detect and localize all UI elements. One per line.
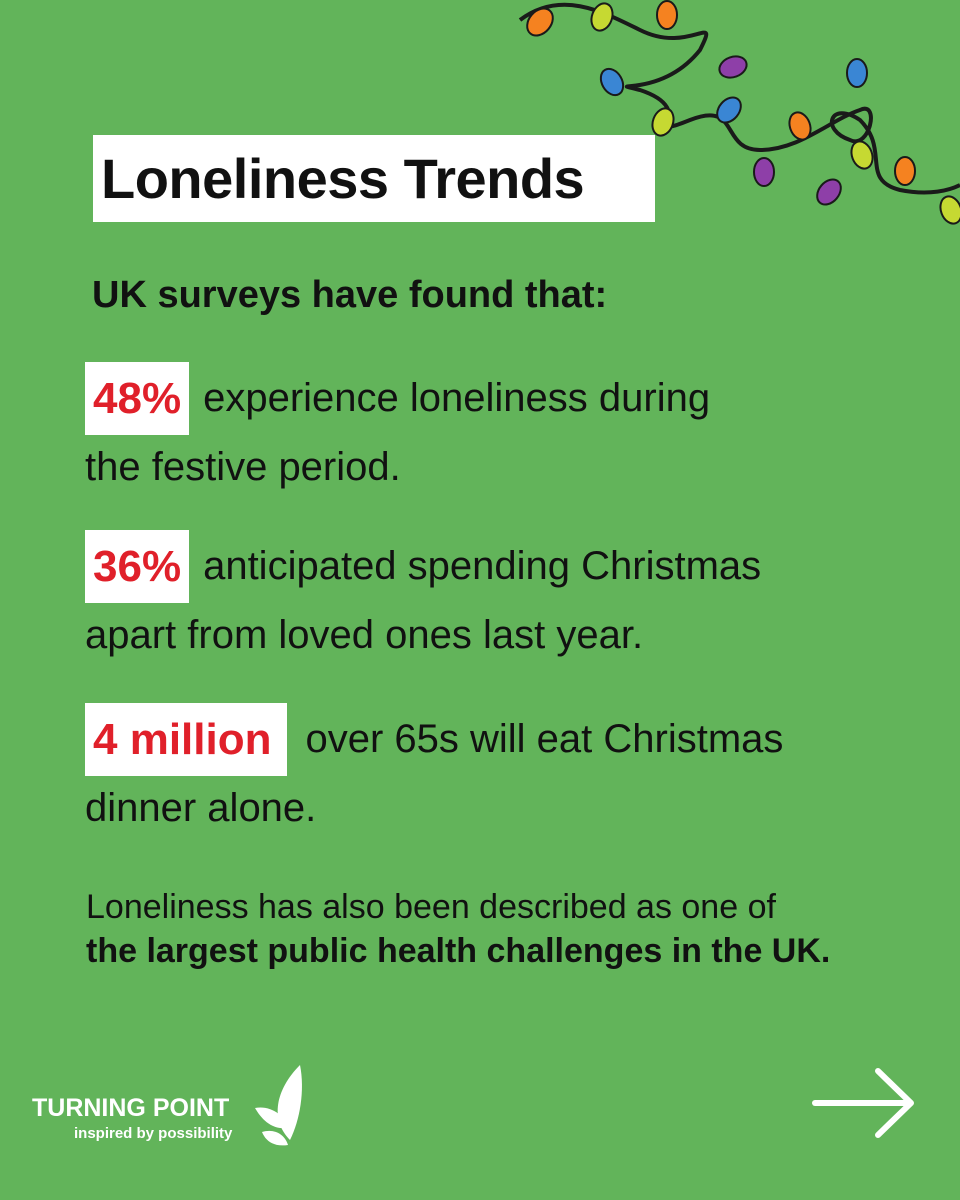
- stat-text: anticipated spending Christmas: [203, 544, 762, 588]
- brand: TURNING POINT: [32, 1094, 230, 1122]
- closing-emphasis: the largest public health challenges in …: [86, 932, 831, 970]
- stat-text: apart from loved ones last year.: [85, 613, 644, 657]
- stat-text: dinner alone.: [85, 786, 317, 830]
- stat-figure: 4 million: [85, 703, 288, 776]
- stat-text: over 65s will eat Christmas: [305, 717, 784, 761]
- stat-figure: 36%: [85, 530, 190, 603]
- stat: 4 million over 65s will eat Christmas din…: [85, 703, 783, 831]
- stat-text: experience loneliness during: [203, 376, 711, 420]
- tagline: inspired by possibility: [74, 1125, 233, 1142]
- stat-text: the festive period.: [85, 445, 401, 489]
- title: Loneliness Trends: [93, 135, 655, 222]
- closing-text: Loneliness has also been described as on…: [86, 888, 776, 926]
- stat-figure: 48%: [85, 362, 190, 435]
- stat: 36% anticipated spending Christmas apart …: [85, 530, 761, 658]
- subtitle: UK surveys have found that:: [92, 274, 608, 316]
- closing: Loneliness has also been described as on…: [86, 885, 830, 973]
- stat: 48% experience loneliness during the fest…: [85, 362, 710, 490]
